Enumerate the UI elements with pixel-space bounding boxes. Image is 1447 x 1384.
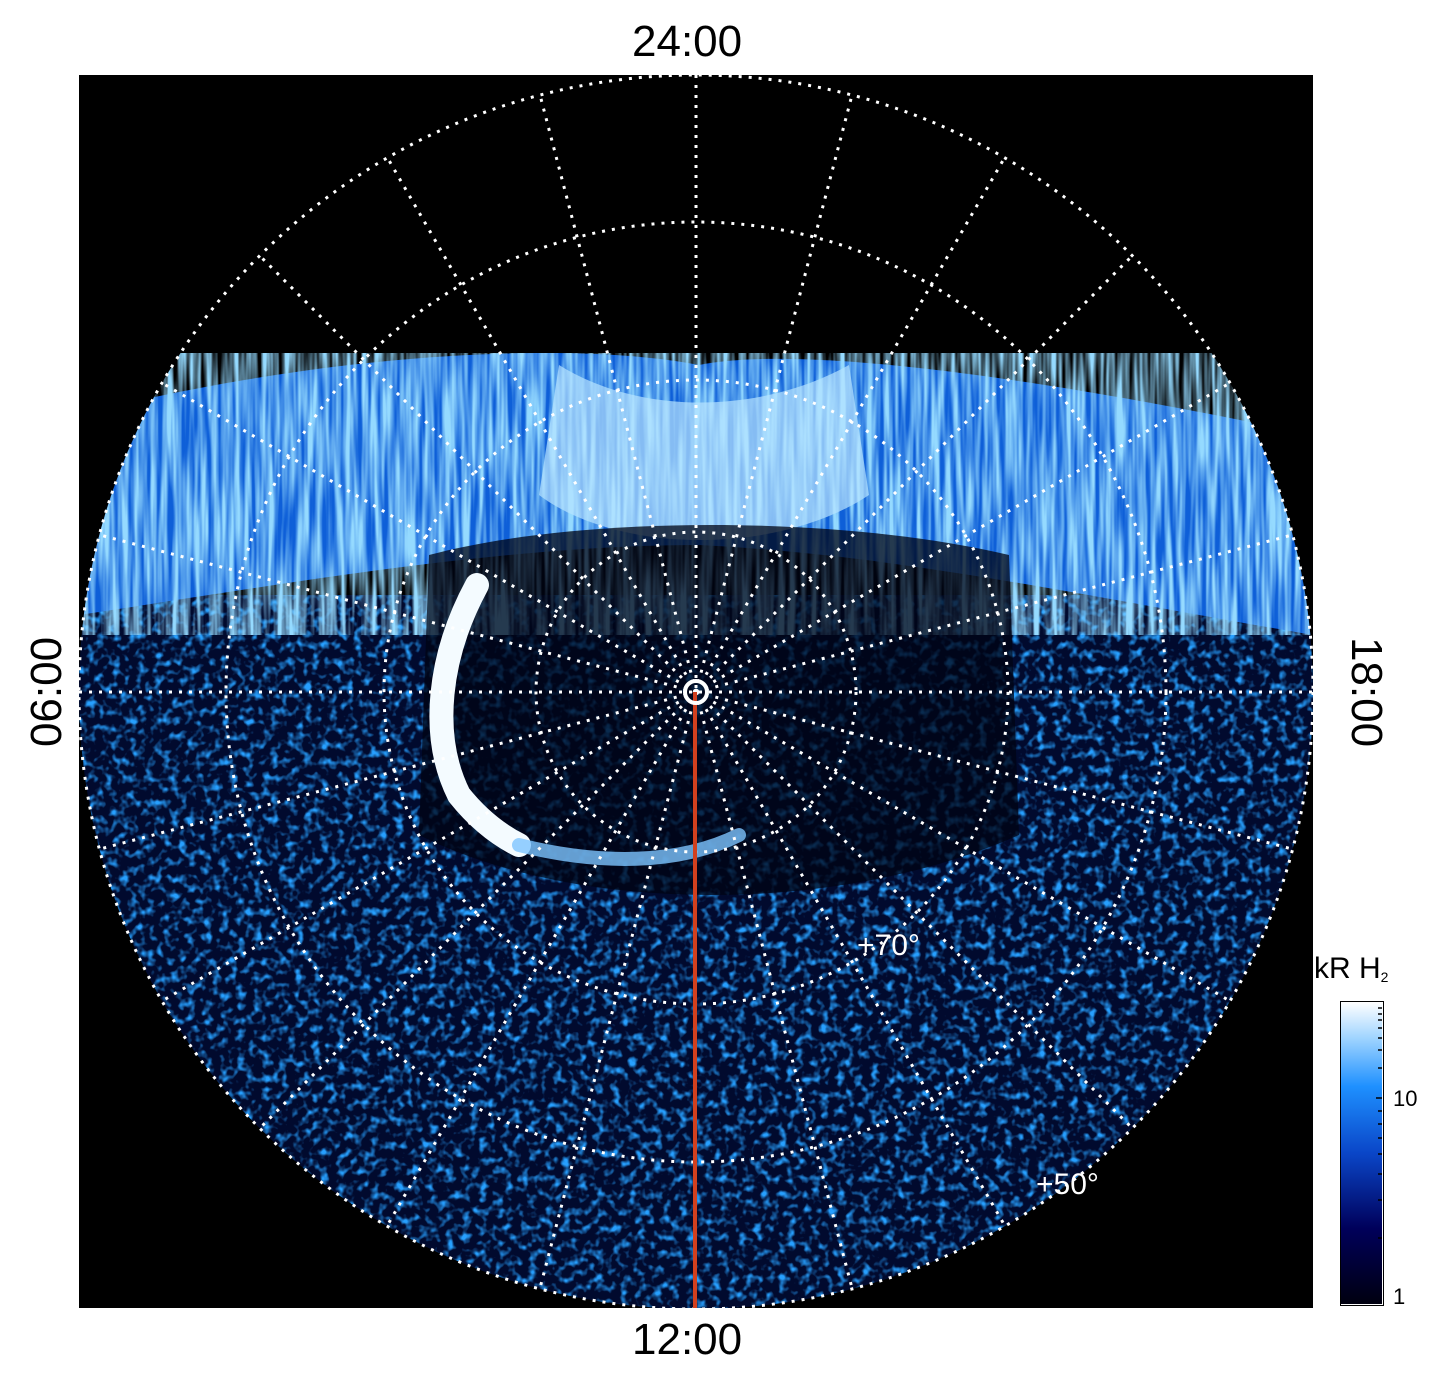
local-time-label-dusk: 18:00: [1342, 636, 1391, 748]
latitude-label-70: +70°: [857, 929, 920, 962]
latitude-longitude-grid: [79, 75, 1313, 1308]
colorbar-title: kR H2: [1314, 952, 1388, 986]
local-time-label-midnight: 24:00: [632, 17, 743, 66]
local-time-label-noon: 12:00: [632, 1315, 743, 1364]
colorbar-tick-10: 10: [1393, 1086, 1418, 1111]
polar-projection-image: +70° +50°: [79, 75, 1313, 1308]
colorbar-tick-1: 1: [1393, 1284, 1406, 1309]
colorbar: [1340, 1001, 1384, 1306]
colorbar-title-subscript: 2: [1380, 969, 1389, 985]
local-time-label-dawn: 06:00: [22, 636, 71, 748]
colorbar-title-main: kR H: [1314, 952, 1381, 985]
latitude-label-50: +50°: [1036, 1168, 1099, 1201]
pole-marker: [683, 679, 709, 705]
